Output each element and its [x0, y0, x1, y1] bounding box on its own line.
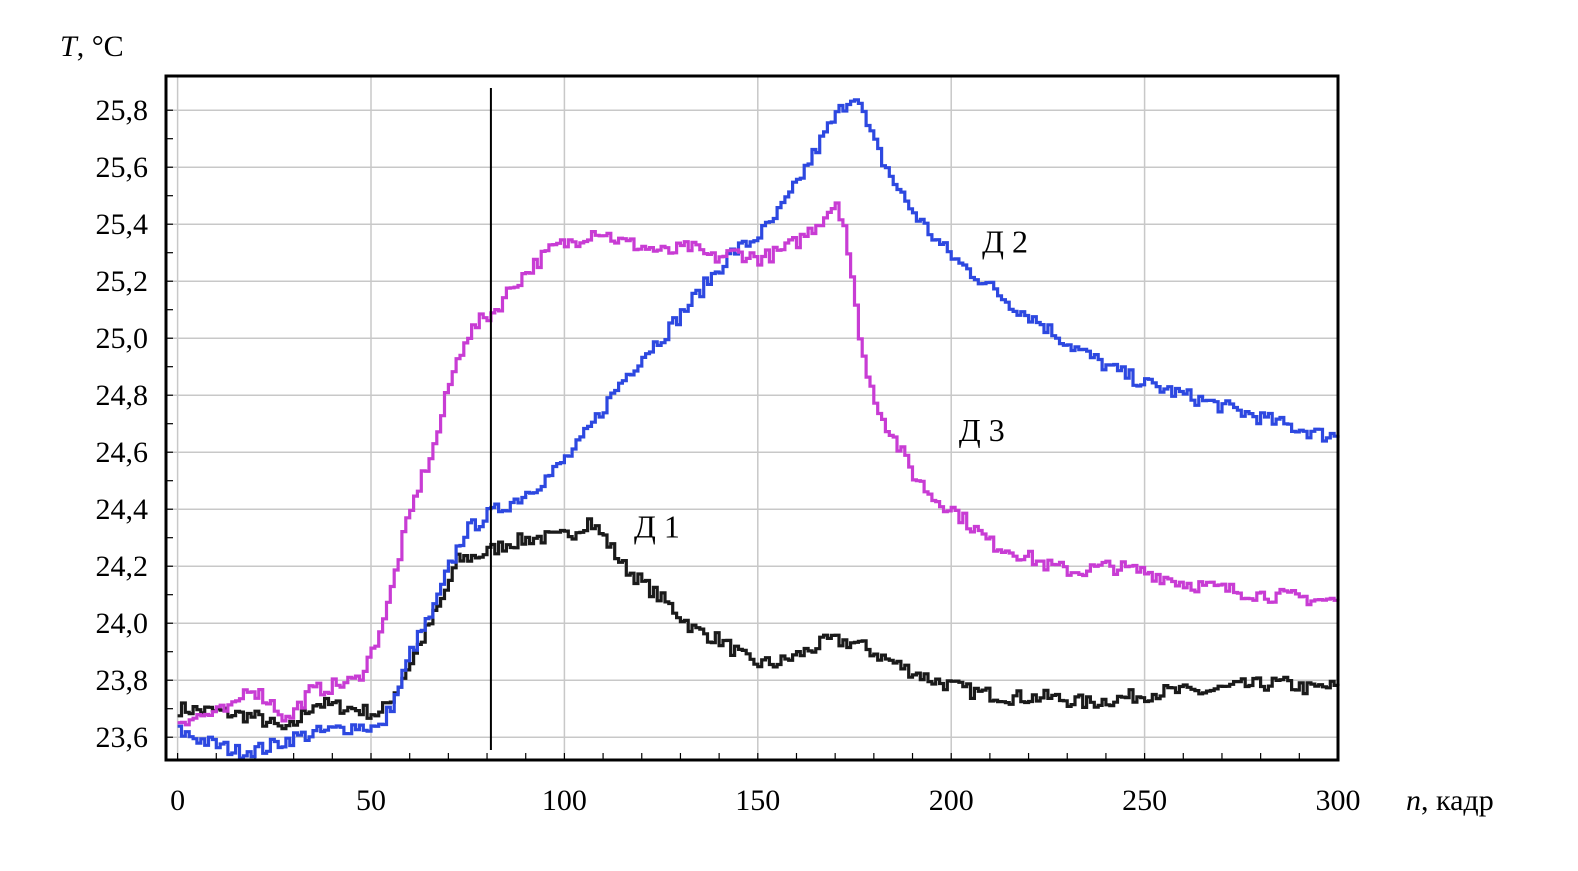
- y-tick-label: 25,0: [96, 322, 149, 355]
- y-tick-label: 23,8: [96, 664, 149, 697]
- series-label-d3: Д 3: [959, 412, 1005, 448]
- y-tick-label: 25,2: [96, 265, 149, 298]
- series-line-d3: [177, 201, 1340, 727]
- series-line-d1: [177, 517, 1340, 731]
- x-tick-label: 150: [735, 784, 780, 817]
- x-tick-label: 50: [356, 784, 386, 817]
- x-axis-title: n, кадр: [1406, 784, 1494, 817]
- plot-frame: [164, 74, 1340, 762]
- y-axis-symbol: T: [60, 30, 79, 63]
- y-tick-label: 24,8: [96, 379, 149, 412]
- series-labels: Д 1 Д 2 Д 3: [634, 224, 1028, 545]
- series-label-d1: Д 1: [634, 509, 680, 545]
- y-tick-label: 25,8: [96, 94, 149, 127]
- y-axis-labels: 23,6 23,8 24,0 24,2 24,4 24,6 24,8 25,0 25,2 25,4…: [96, 94, 149, 754]
- x-axis-labels: 0 50 100 150 200 250 300: [170, 784, 1360, 817]
- y-tick-label: 24,0: [96, 607, 149, 640]
- x-axis-unit: , кадр: [1421, 784, 1494, 817]
- y-tick-label: 24,2: [96, 550, 149, 583]
- chart-grid: [166, 76, 1339, 760]
- x-tick-label: 0: [170, 784, 185, 817]
- series-label-d2: Д 2: [982, 224, 1028, 260]
- y-axis-title: T, °C: [60, 30, 124, 63]
- y-tick-label: 24,6: [96, 436, 149, 469]
- x-tick-label: 300: [1316, 784, 1361, 817]
- x-tick-label: 250: [1122, 784, 1167, 817]
- y-tick-label: 25,6: [96, 151, 149, 184]
- x-axis-symbol: n: [1406, 784, 1421, 817]
- plot-background: [166, 76, 1338, 760]
- x-tick-label: 200: [929, 784, 974, 817]
- y-tick-label: 23,6: [96, 721, 149, 754]
- y-tick-label: 24,4: [96, 493, 149, 526]
- y-tick-label: 25,4: [96, 208, 149, 241]
- series-line-d2: [177, 98, 1340, 760]
- y-axis-unit: , °C: [77, 30, 124, 63]
- series-layer: [177, 98, 1340, 760]
- x-tick-label: 100: [542, 784, 587, 817]
